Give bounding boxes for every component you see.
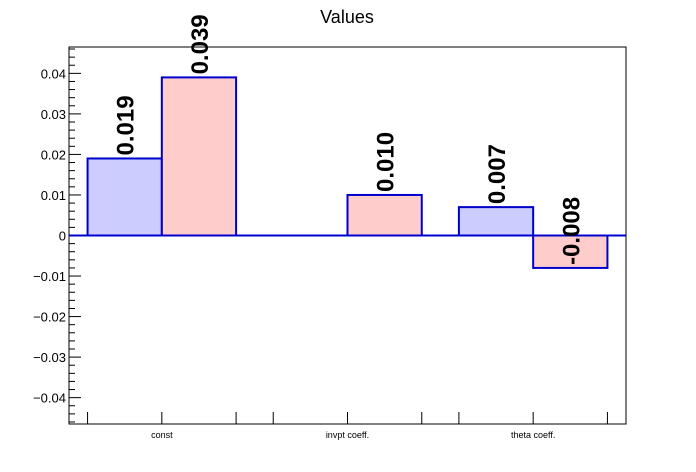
- y-major-ticks: [69, 72, 81, 399]
- y-tick-label: −0.02: [33, 310, 66, 325]
- bar: [346, 193, 423, 237]
- y-tick-label: 0.04: [41, 66, 66, 81]
- y-tick-label: 0.01: [41, 188, 66, 203]
- bar: [86, 157, 163, 237]
- bar: [457, 206, 535, 237]
- y-minor-ticks: [69, 48, 75, 423]
- bar-value-label: 0.007: [484, 144, 511, 204]
- x-ticks: [87, 412, 608, 424]
- y-tick-label: −0.04: [33, 391, 66, 406]
- bar-value-label: 0.039: [187, 14, 214, 74]
- y-tick-label: 0.03: [41, 107, 66, 122]
- category-labels: const invpt coeff. theta coeff.: [151, 430, 555, 440]
- bar-value-label: 0.019: [113, 95, 140, 155]
- bars: [86, 76, 609, 269]
- category-label: theta coeff.: [511, 430, 555, 440]
- y-tick-label: −0.01: [33, 269, 66, 284]
- y-tick-label: 0.02: [41, 147, 66, 162]
- bar: [160, 76, 238, 237]
- bar-value-label: -0.008: [558, 197, 585, 265]
- y-tick-labels: −0.04 −0.03 −0.02 −0.01 0 0.01 0.02 0.03 0.04: [33, 66, 66, 405]
- category-label: invpt coeff.: [326, 430, 369, 440]
- y-tick-label: 0: [59, 229, 66, 244]
- chart-title: Values: [320, 7, 374, 27]
- y-tick-label: −0.03: [33, 350, 66, 365]
- bar-value-label: 0.010: [373, 132, 400, 192]
- category-label: const: [151, 430, 173, 440]
- bar-labels: 0.019 0.007 0.039 0.010 -0.008: [113, 14, 586, 265]
